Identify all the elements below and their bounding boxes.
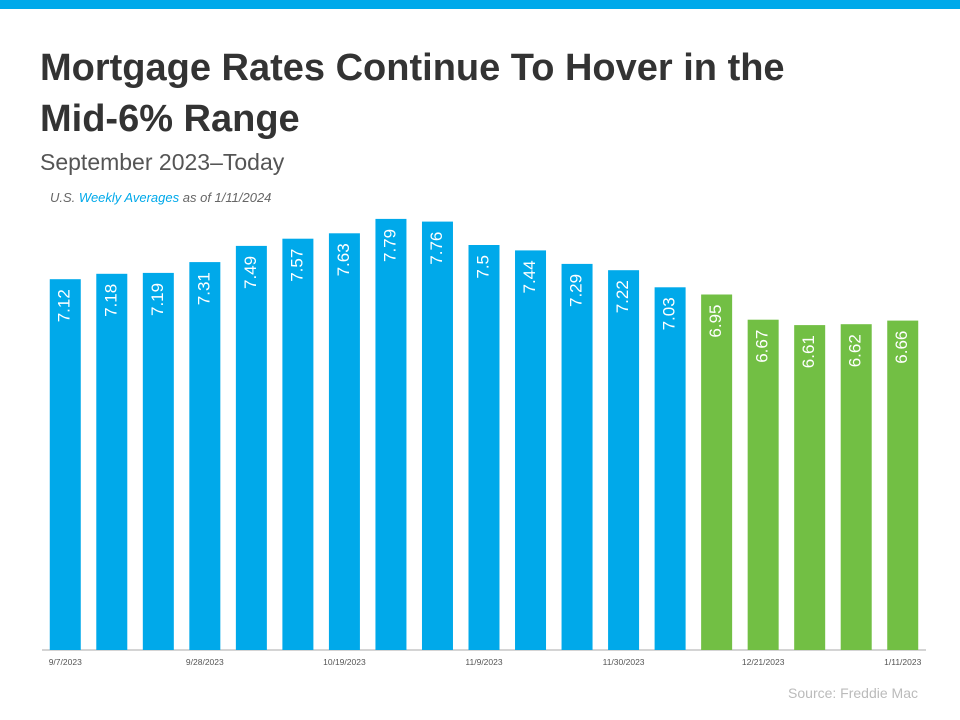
value-label: 7.18 xyxy=(101,284,120,317)
bar xyxy=(328,233,360,651)
x-tick-label: 10/19/2023 xyxy=(323,657,366,667)
value-label: 7.19 xyxy=(148,283,167,316)
subtitle: September 2023–Today xyxy=(40,149,285,175)
value-label: 7.63 xyxy=(334,243,353,276)
value-label: 7.03 xyxy=(660,297,679,330)
bar xyxy=(142,272,174,650)
bar xyxy=(421,221,453,650)
value-label: 6.95 xyxy=(706,305,725,338)
value-label: 6.61 xyxy=(799,335,818,368)
bar xyxy=(468,245,500,650)
value-label: 7.76 xyxy=(427,232,446,265)
bar xyxy=(701,294,733,650)
x-tick-label: 11/9/2023 xyxy=(465,657,502,667)
value-label: 7.12 xyxy=(55,289,74,322)
bar xyxy=(887,320,919,650)
bar xyxy=(654,287,686,650)
value-label: 7.31 xyxy=(194,272,213,305)
value-label: 6.67 xyxy=(753,330,772,363)
top-stripe xyxy=(0,0,960,9)
value-label: 6.66 xyxy=(892,331,911,364)
bar xyxy=(189,262,221,650)
x-tick-label: 12/21/2023 xyxy=(742,657,785,667)
bar xyxy=(561,263,593,650)
x-tick-label: 9/7/2023 xyxy=(49,657,82,667)
value-label: 7.49 xyxy=(241,256,260,289)
value-label: 7.5 xyxy=(473,255,492,279)
annotation: U.S. Weekly Averages as of 1/11/2024 xyxy=(50,190,271,205)
bar xyxy=(840,324,872,650)
bar xyxy=(375,218,407,650)
value-label: 7.79 xyxy=(380,229,399,262)
value-label: 6.62 xyxy=(846,334,865,367)
bar xyxy=(282,238,314,650)
value-label: 7.44 xyxy=(520,260,539,293)
bar xyxy=(49,279,81,650)
x-tick-label: 1/11/2023 xyxy=(884,657,921,667)
annotation-part: as of 1/11/2024 xyxy=(183,190,272,205)
source: Source: Freddie Mac xyxy=(788,685,918,701)
value-label: 7.57 xyxy=(287,249,306,282)
title-line: Mid-6% Range xyxy=(40,98,300,140)
bar xyxy=(96,273,128,650)
bar xyxy=(608,270,640,650)
x-tick-label: 9/28/2023 xyxy=(186,657,224,667)
value-label: 7.22 xyxy=(613,280,632,313)
title-line: Mortgage Rates Continue To Hover in the xyxy=(40,47,785,89)
value-label: 7.29 xyxy=(567,274,586,307)
bar xyxy=(794,325,826,650)
bar xyxy=(515,250,547,650)
annotation-part: Weekly Averages xyxy=(79,190,180,205)
bar xyxy=(235,245,267,650)
x-tick-label: 11/30/2023 xyxy=(603,657,645,667)
annotation-part: U.S. xyxy=(50,190,75,205)
bar xyxy=(747,319,779,650)
